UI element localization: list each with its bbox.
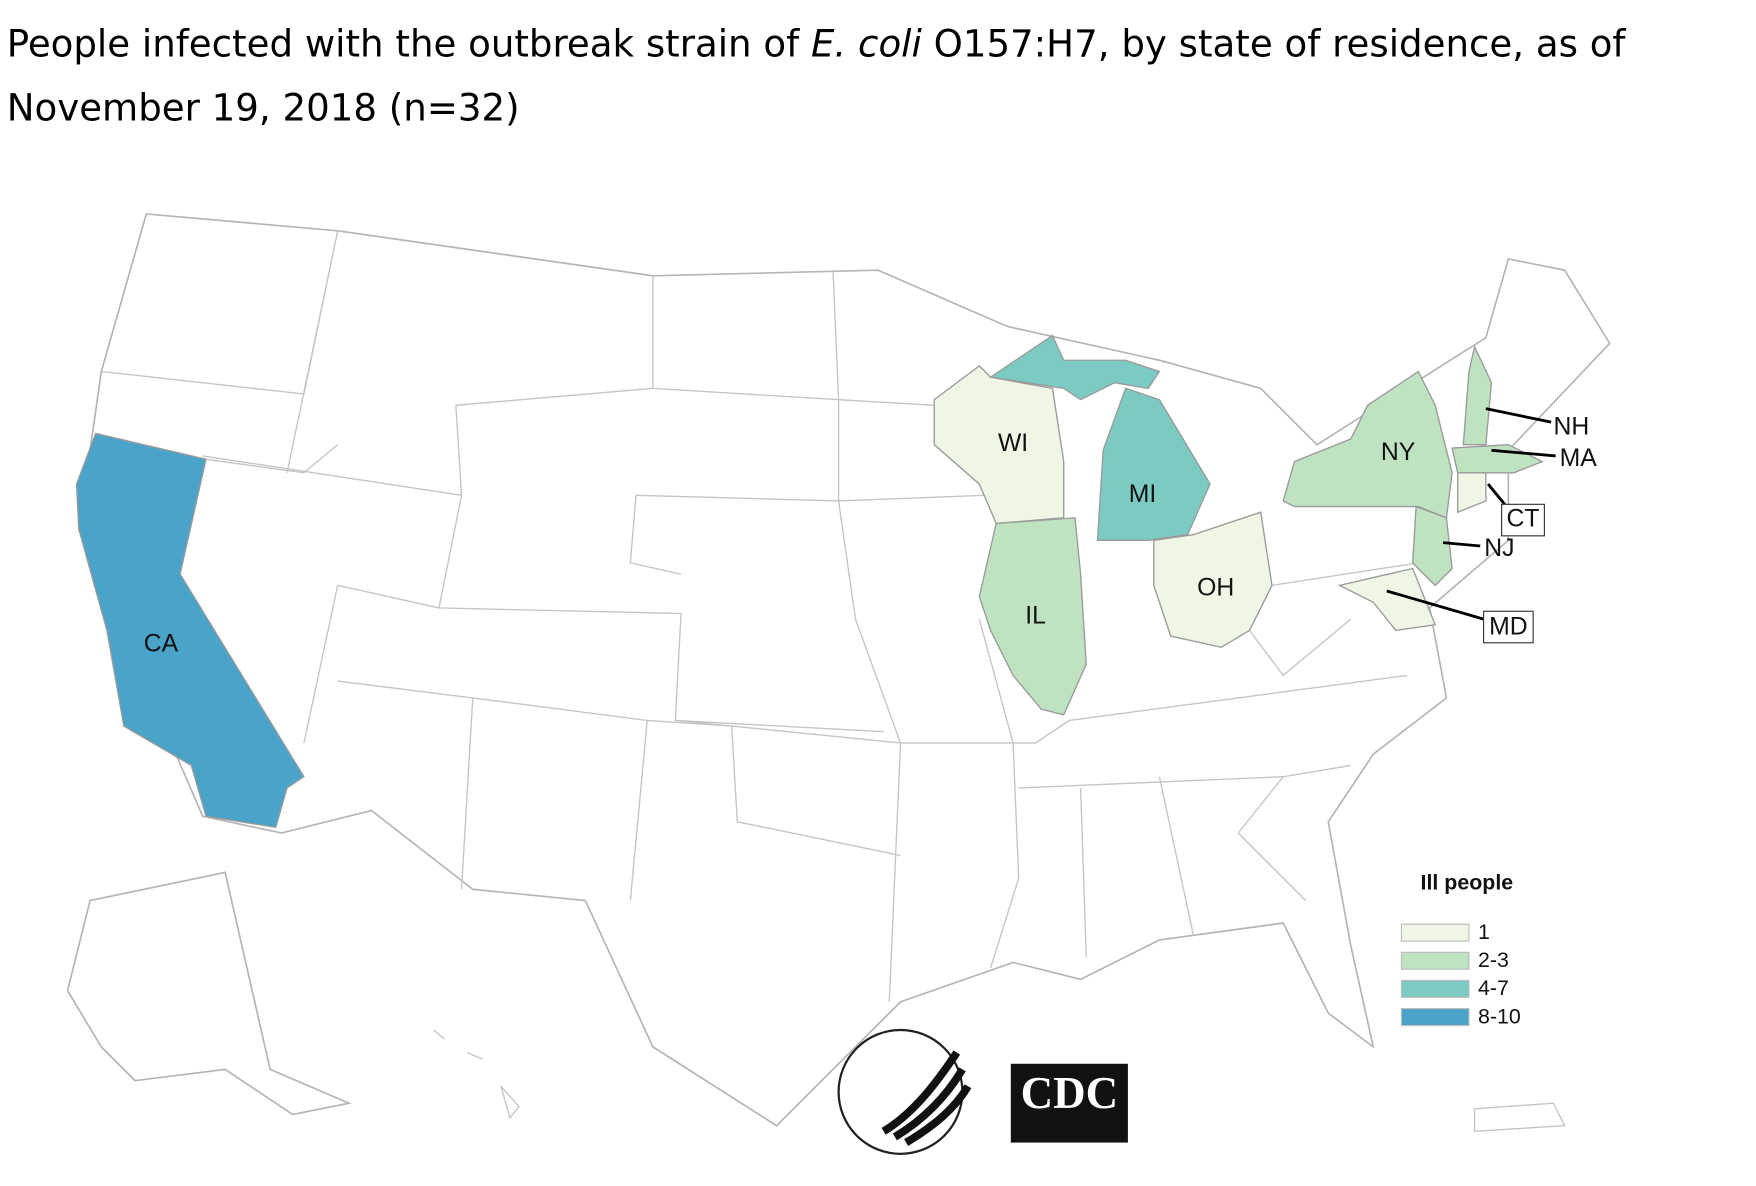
legend-label: 1 [1478,920,1490,944]
state-label: MA [1560,445,1598,472]
title-part: O157:H7, by state of residence, as of [922,22,1627,65]
state-shape [1096,387,1211,542]
state-label: NY [1381,439,1415,466]
state-label: OH [1197,574,1234,601]
legend-label: 4-7 [1478,976,1509,1000]
legend-swatch [1400,923,1470,942]
state-label: MI [1129,481,1157,508]
hawaii [432,1029,520,1120]
legend-label: 2-3 [1478,948,1509,972]
puerto-rico [1473,1102,1566,1133]
leader-line [1485,407,1552,424]
state-shape [1411,505,1453,587]
cdc-logo [1010,1063,1128,1143]
state-shape [933,364,1065,525]
title: People infected with the outbreak strain… [7,22,1627,65]
us-outline [77,213,1611,1127]
state-shape [1337,567,1437,632]
legend-swatch [1400,1008,1470,1027]
legend-swatch [1400,951,1470,970]
state-label: CA [144,631,179,658]
state-label: IL [1025,602,1046,629]
legend-title: Ill people [1421,870,1514,894]
state-shape [988,334,1161,401]
state-shape [1462,344,1493,446]
cdc-logo-text: CDC [1021,1068,1119,1118]
state-shape [1457,472,1487,514]
label-box [1501,503,1545,537]
leader-line [1442,541,1481,548]
state-shape [1282,370,1453,519]
state-label: CT [1506,506,1539,533]
legend-label: 8-10 [1478,1004,1521,1028]
hhs-logo [837,1028,972,1155]
state-label: NJ [1484,535,1514,562]
state-borders [101,230,1419,1002]
state-shape [978,517,1087,716]
legend: 1 2-3 4-7 8-10 [1400,920,1521,1028]
legend-swatch [1400,979,1470,998]
state-label: NH [1554,413,1590,440]
title-part: E. coli [811,22,922,65]
title-part: People infected with the outbreak strain… [7,22,811,65]
alaska [66,871,352,1116]
state-label: MD [1489,614,1528,641]
title-part: November 19, 2018 (n=32) [7,86,520,129]
leader-line [1491,448,1556,458]
label-box [1483,610,1534,644]
leader-line [1386,589,1484,621]
state-shape [1451,443,1544,474]
state-shape [1153,511,1273,648]
state-shape [75,432,305,829]
state-label: WI [998,430,1028,457]
